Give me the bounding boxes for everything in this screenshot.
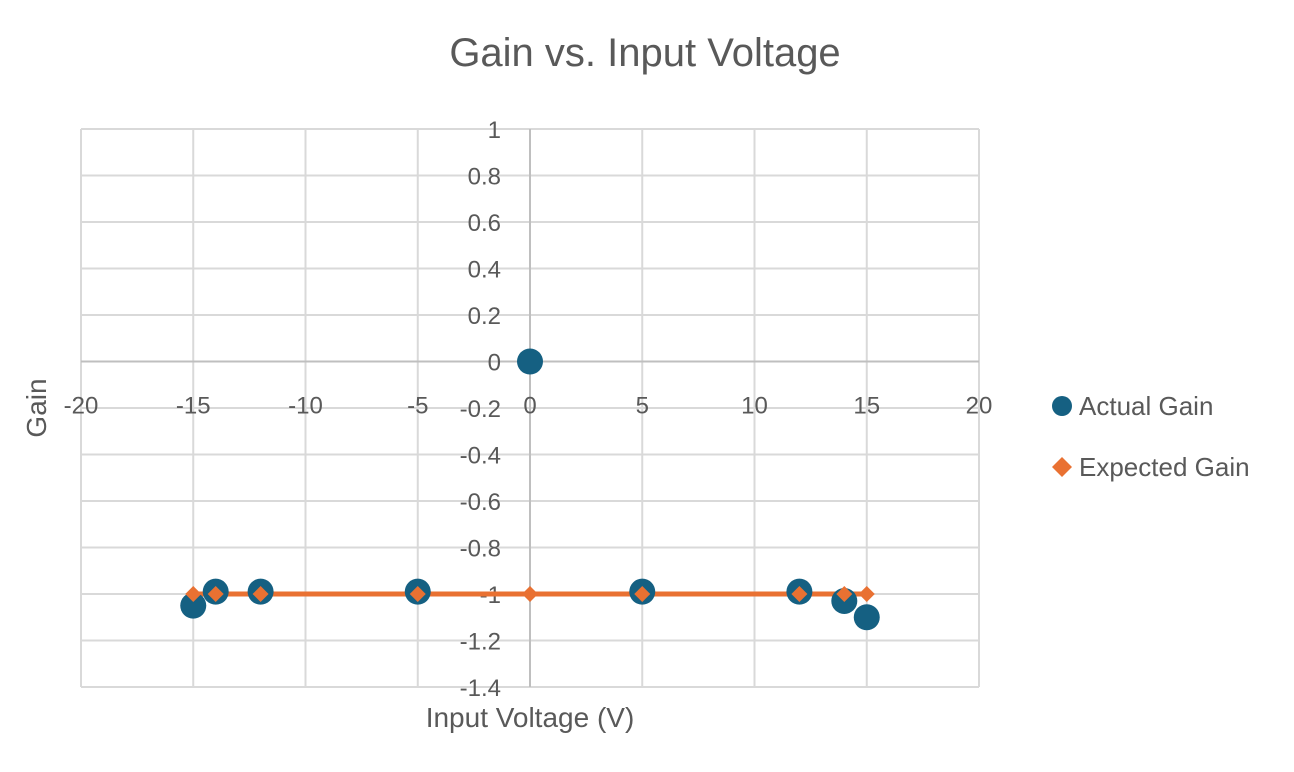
expected-gain-point [634,586,651,602]
y-tick-label: -0.6 [460,489,501,516]
expected-gain-point [522,586,538,602]
expected-gain-point [858,586,875,602]
x-tick-labels: -20 -15 -10 -5 0 5 10 15 20 [64,393,993,420]
y-tick-label: -1.2 [460,629,501,656]
expected-gain-point [836,586,853,602]
x-tick-label: -15 [176,393,211,420]
legend-marker-expected-gain [1052,457,1072,477]
y-tick-labels: 10.80.60.40.20-0.2-0.4-0.6-0.8-1-1.2-1.4 [460,117,501,702]
y-tick-label: 0.8 [468,164,501,191]
x-tick-label: -20 [64,393,99,420]
y-tick-label: 1 [488,117,501,144]
y-tick-label: 0.2 [468,303,501,330]
x-tick-label: 0 [523,393,536,420]
x-tick-label: 5 [636,393,649,420]
y-tick-label: 0 [488,350,501,377]
actual-gain-point [180,592,207,619]
expected-gain-point [791,586,808,602]
expected-gain-point [185,586,202,602]
x-tick-label: -5 [407,393,428,420]
series-points [180,348,880,631]
legend-marker-actual-gain [1052,396,1072,416]
y-tick-label: -0.8 [460,536,501,563]
x-tick-label: 15 [853,393,880,420]
actual-gain-point [517,348,543,375]
x-tick-label: 10 [741,393,768,420]
y-tick-label: -0.2 [460,396,501,423]
y-tick-label: 0.6 [468,210,501,237]
expected-gain-point [409,586,426,602]
x-axis-label: Input Voltage (V) [426,702,635,733]
x-tick-label: 20 [966,393,993,420]
y-tick-label: 0.4 [468,257,501,284]
expected-gain-point [207,586,224,602]
y-tick-label: -1.4 [460,675,501,702]
expected-gain-point [252,586,269,602]
legend: Actual Gain Expected Gain [1052,391,1250,482]
legend-label: Actual Gain [1079,391,1213,421]
chart-title: Gain vs. Input Voltage [449,31,840,75]
legend-label: Expected Gain [1079,452,1250,482]
y-tick-label: -0.4 [460,443,501,470]
y-axis-label: Gain [21,378,52,437]
actual-gain-point [853,604,880,631]
x-tick-label: -10 [288,393,323,420]
